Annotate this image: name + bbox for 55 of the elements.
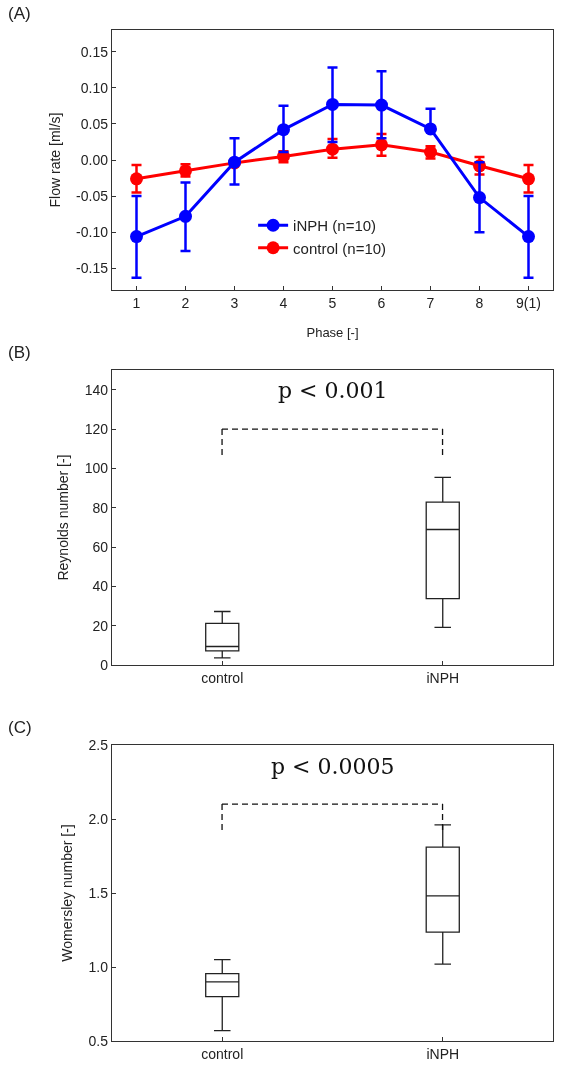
point [424,122,437,136]
point [130,230,143,244]
legend-label: control (n=10) [293,239,387,257]
y-axis-title: Reynolds number [-] [55,454,72,581]
x-tick-label: 4 [279,295,288,311]
y-tick-label: 140 [84,381,109,398]
y-tick-label: 0.00 [80,151,109,168]
y-tick-label: 120 [84,420,109,437]
y-tick-label: 2.5 [88,736,109,753]
x-tick-label: 6 [377,295,386,311]
text: (A) [8,4,31,23]
point [277,123,290,137]
annotation: p < 0.0005 [271,754,395,779]
point [130,172,143,186]
y-tick-label: 0.05 [80,115,109,132]
y-tick-label: 60 [92,538,109,555]
x-tick-label: 2 [181,295,190,311]
point [375,98,388,112]
y-tick-label: 2.0 [88,810,109,827]
y-axis-title: Womersley number [-] [59,824,76,962]
y-tick-label: 80 [92,499,109,516]
y-axis-title: Flow rate [ml/s] [46,112,63,208]
x-tick-label: 1 [132,295,141,311]
y-tick-label: 0.10 [80,79,109,96]
point [326,142,339,156]
x-tick-label: 9(1) [516,295,541,311]
y-tick-label: -0.05 [76,188,109,205]
point [179,209,192,223]
y-tick-label: 1.5 [88,884,109,901]
y-tick-label: -0.10 [76,224,109,241]
y-tick-label: 100 [84,460,109,477]
y-tick-label: 1.0 [88,958,109,975]
y-tick-label: 0 [100,656,109,673]
point [522,172,535,186]
legend-label: iNPH (n=10) [293,217,377,235]
annotation: p < 0.001 [278,378,388,403]
x-tick-label: control [201,670,244,686]
text: (B) [8,343,31,362]
x-tick-label: control [201,1046,244,1062]
x-tick-label: 3 [230,295,239,311]
y-tick-label: 0.5 [88,1032,109,1049]
text: (C) [8,718,32,737]
x-tick-label: iNPH [426,1046,460,1062]
x-tick-label: 5 [328,295,337,311]
y-tick-label: -0.15 [76,260,109,277]
x-tick-label: 7 [426,295,435,311]
point [326,97,339,111]
y-tick-label: 40 [92,578,109,595]
x-axis-title: Phase [-] [306,325,359,340]
point [473,191,486,205]
x-tick-label: 8 [475,295,484,311]
x-tick-label: iNPH [426,670,460,686]
y-tick-label: 20 [92,617,109,634]
point [522,230,535,244]
y-tick-label: 0.15 [80,43,109,60]
